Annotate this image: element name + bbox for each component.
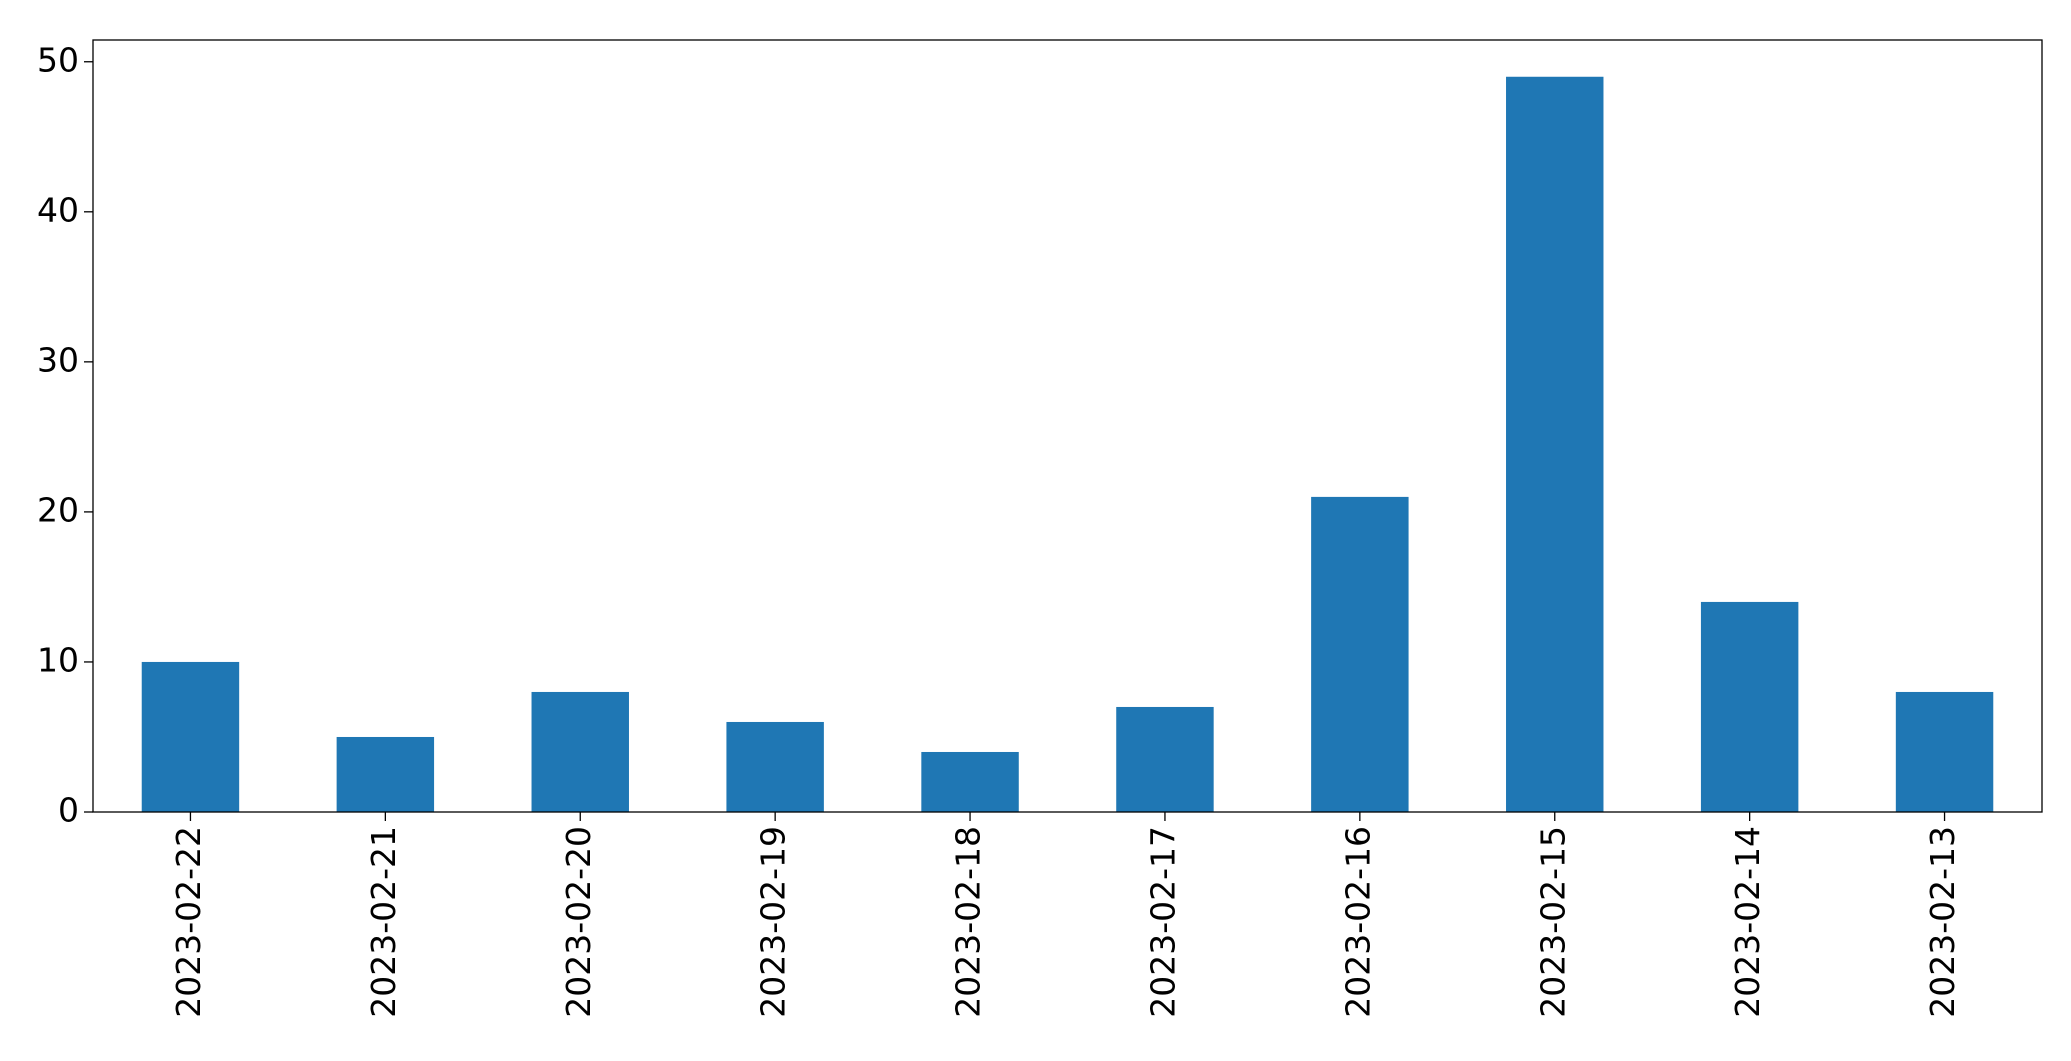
bar xyxy=(1311,496,1409,812)
bar xyxy=(1895,691,1994,812)
y-tick-label: 0 xyxy=(58,791,79,830)
x-tick-label: 2023-02-13 xyxy=(1923,826,1962,1018)
x-tick-label: 2023-02-14 xyxy=(1728,826,1767,1018)
x-tick-label: 2023-02-21 xyxy=(364,826,403,1018)
y-tick-label: 20 xyxy=(37,490,79,529)
bar xyxy=(921,751,1019,812)
bar xyxy=(1506,76,1604,812)
bar xyxy=(726,721,824,812)
bar xyxy=(141,661,240,812)
y-tick-label: 30 xyxy=(37,340,79,379)
bar xyxy=(336,736,435,812)
x-tick-label: 2023-02-20 xyxy=(559,826,598,1018)
y-tick-label: 50 xyxy=(37,40,79,79)
x-tick-label: 2023-02-18 xyxy=(949,826,988,1018)
x-tick-label: 2023-02-22 xyxy=(169,826,208,1018)
bar xyxy=(531,691,629,812)
x-tick-label: 2023-02-19 xyxy=(754,826,793,1018)
y-tick-label: 40 xyxy=(37,190,79,229)
plot-frame xyxy=(92,39,2043,813)
x-tick-label: 2023-02-17 xyxy=(1143,826,1182,1018)
y-tick-label: 10 xyxy=(37,640,79,679)
bar xyxy=(1700,601,1799,812)
bar xyxy=(1116,706,1214,812)
x-tick-label: 2023-02-15 xyxy=(1533,826,1572,1018)
x-tick-label: 2023-02-16 xyxy=(1338,826,1377,1018)
